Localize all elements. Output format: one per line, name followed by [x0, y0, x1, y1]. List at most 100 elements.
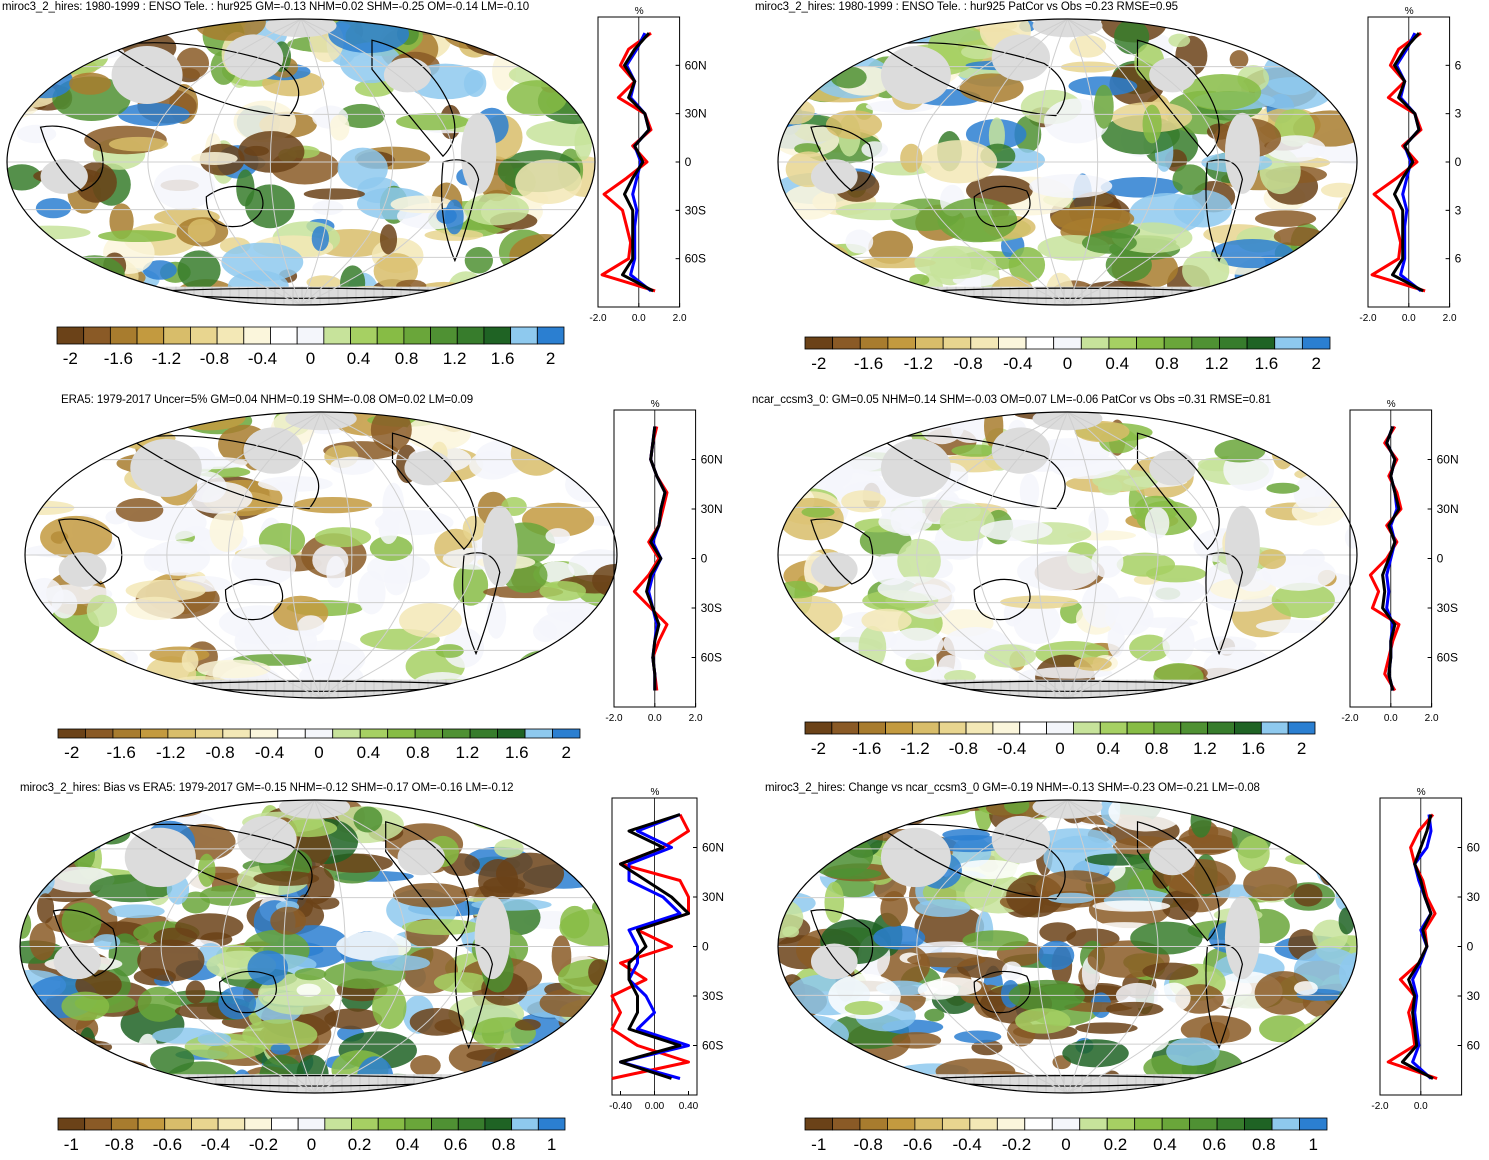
panel-title: ERA5: 1979-2017 Uncer=5% GM=0.04 NHM=0.1… [61, 394, 474, 406]
colorbar-label: -1.2 [152, 349, 181, 368]
colorbar-label: -0.8 [854, 1135, 883, 1154]
red-series-line [610, 813, 690, 1080]
colorbar-swatch [887, 336, 916, 350]
colorbar-swatch [1080, 336, 1110, 350]
colorbar-swatch [832, 1117, 861, 1131]
lat-tick-label: 30N [685, 107, 707, 121]
lat-tick-label: 60N [702, 841, 724, 855]
colorbar-label: 0 [1061, 1135, 1070, 1154]
x-tick-label: 0.40 [679, 1101, 699, 1112]
colorbar-swatch [1106, 1117, 1136, 1131]
x-tick-label: -2.0 [605, 713, 623, 724]
colorbar-swatch [1046, 721, 1074, 735]
world-map [777, 18, 1358, 306]
lat-tick-label: 30N [702, 890, 724, 904]
colorbar-swatch [831, 721, 860, 735]
colorbar-label: -0.4 [248, 349, 277, 368]
colorbar-swatch [194, 728, 224, 739]
colorbar-label: 2 [1297, 739, 1306, 758]
colorbar-label: 0.8 [1145, 739, 1169, 758]
colorbar: -2 -1.6 -1.2 -0.8 -0.4 0 0.4 0.8 1.2 1.6 2 [804, 336, 1331, 373]
colorbar-label: 0.6 [444, 1135, 468, 1154]
lat-tick-label: 0 [1467, 940, 1474, 954]
lat-tick-label: 60S [1437, 651, 1458, 665]
colorbar-swatch [1271, 1117, 1300, 1131]
colorbar-label: -0.6 [903, 1135, 932, 1154]
colorbar-label: 1 [1309, 1135, 1318, 1154]
colorbar-swatch [1244, 1117, 1273, 1131]
colorbar-swatch [457, 1117, 486, 1131]
colorbar-swatch [552, 728, 581, 739]
colorbar-swatch [511, 1117, 539, 1131]
panel-title: miroc3_2_hires: Bias vs ERA5: 1979-2017 … [20, 782, 514, 794]
black-series-line [1381, 425, 1401, 691]
colorbar-label: -0.8 [953, 354, 982, 373]
colorbar-swatch [938, 721, 967, 735]
colorbar: -2 -1.6 -1.2 -0.8 -0.4 0 0.4 0.8 1.2 1.6 2 [57, 728, 581, 762]
colorbar-swatch [216, 326, 245, 345]
colorbar-swatch [483, 326, 512, 345]
colorbar-label: -1.6 [104, 349, 133, 368]
colorbar-swatch [911, 721, 940, 735]
lat-tick-label: 60N [701, 453, 723, 467]
colorbar-swatch [244, 1117, 272, 1131]
colorbar-swatch [217, 1117, 246, 1131]
colorbar-swatch [324, 1117, 352, 1131]
colorbar-swatch [484, 1117, 513, 1131]
x-tick-label: 0.0 [1402, 313, 1416, 324]
colorbar-label: 0.2 [348, 1135, 372, 1154]
colorbar-label: -0.8 [949, 739, 978, 758]
colorbar-swatch [1189, 1117, 1218, 1131]
colorbar-swatch [537, 1117, 566, 1131]
colorbar-swatch [323, 326, 351, 345]
colorbar-label: 1.2 [1193, 739, 1217, 758]
unit-label: % [1387, 399, 1396, 410]
colorbar-label: 0.4 [1105, 354, 1129, 373]
colorbar-label: 0 [307, 1135, 316, 1154]
colorbar-swatch [859, 1117, 888, 1131]
colorbar-label: 2 [562, 743, 571, 762]
zonal-mean-plot: 60N 30N 0 30S 60S% -2.0 0.0 2.0 [605, 399, 722, 724]
colorbar-swatch [56, 326, 85, 345]
colorbar-swatch [885, 721, 913, 735]
x-tick-label: 2.0 [673, 313, 687, 324]
world-map [19, 799, 610, 1094]
zonal-mean-plot: 6 3 0 3 6% -2.0 0.0 2.0 [1359, 6, 1461, 324]
colorbar-swatch [110, 1117, 139, 1131]
colorbar-swatch [1025, 336, 1055, 350]
colorbar-swatch [1108, 336, 1137, 350]
colorbar-swatch [109, 326, 138, 345]
colorbar-label: -1.6 [852, 739, 881, 758]
colorbar-label: -1 [64, 1135, 79, 1154]
colorbar-swatch [996, 1117, 1026, 1131]
colorbar-swatch [376, 326, 405, 345]
colorbar-swatch [414, 728, 444, 739]
colorbar-swatch [970, 336, 999, 350]
colorbar-label: 0.6 [1203, 1135, 1227, 1154]
colorbar-label: -0.4 [255, 743, 284, 762]
lat-tick-label: 30N [1437, 502, 1459, 516]
lat-tick-label: 60 [1467, 1039, 1481, 1053]
colorbar-label: -1.2 [156, 743, 185, 762]
colorbar-swatch [1207, 721, 1235, 735]
colorbar-swatch [1216, 1117, 1245, 1131]
colorbar-swatch [137, 1117, 166, 1131]
colorbar-label: 0.8 [406, 743, 430, 762]
colorbar-label: -1.2 [900, 739, 929, 758]
colorbar-swatch [1126, 721, 1155, 735]
colorbar-swatch [57, 728, 86, 739]
colorbar-swatch [304, 728, 334, 739]
colorbar-swatch [1301, 336, 1331, 350]
lat-tick-label: 0 [1437, 552, 1444, 566]
lat-tick-label: 60 [1467, 841, 1481, 855]
colorbar-label: 1.2 [456, 743, 480, 762]
zonal-mean-plot: 60N 30N 0 30S 60S% -2.0 0.0 2.0 [1341, 399, 1458, 724]
colorbar-swatch [1246, 336, 1276, 350]
colorbar-label: 0.8 [492, 1135, 516, 1154]
colorbar-swatch [998, 336, 1027, 350]
panel-title: miroc3_2_hires: Change vs ncar_ccsm3_0 G… [765, 782, 1260, 794]
colorbar-swatch [332, 728, 361, 739]
lat-tick-label: 60S [701, 651, 722, 665]
colorbar-swatch [804, 336, 834, 350]
colorbar-swatch [57, 1117, 86, 1131]
